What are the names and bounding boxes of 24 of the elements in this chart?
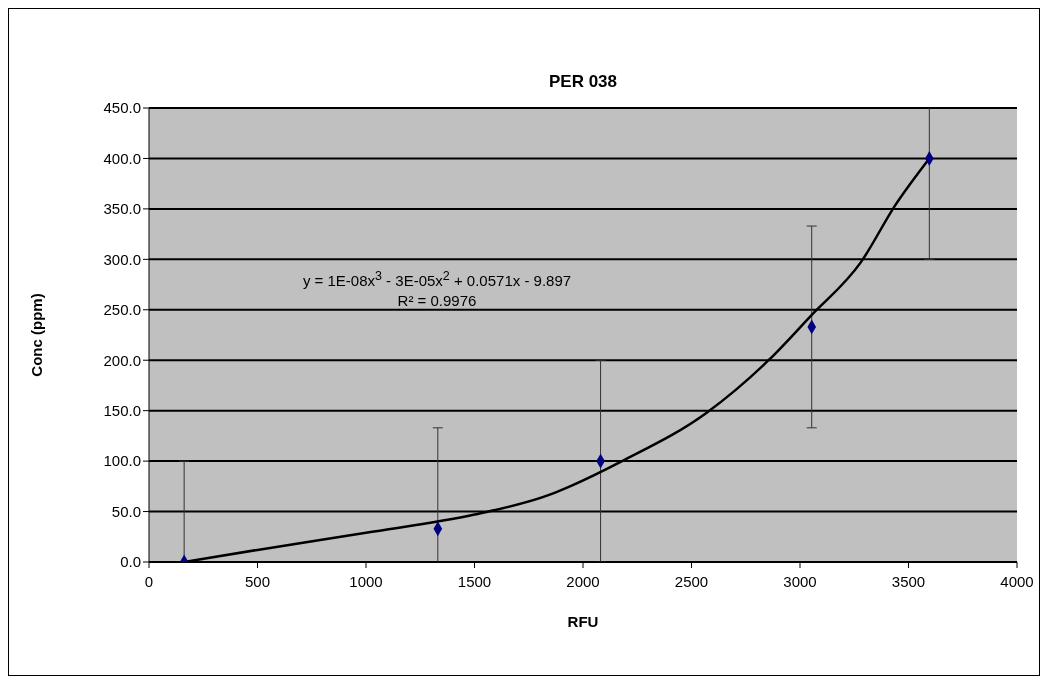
y-tick-label: 300.0 <box>103 250 141 268</box>
x-tick-label: 2000 <box>566 572 600 590</box>
y-tick-label: 0.0 <box>120 553 141 571</box>
x-tick-label: 4000 <box>1000 572 1034 590</box>
x-tick-label: 3000 <box>783 572 817 590</box>
y-tick-label: 100.0 <box>103 452 141 470</box>
chart-title: PER 038 <box>547 72 618 92</box>
annotation: y = 1E-08x$^{3}$ - 3E-05x$^{2}$ + 0.0571x - 9.897 <box>301 268 573 291</box>
x-tick-label: 1000 <box>349 572 383 590</box>
y-tick-label: 250.0 <box>103 301 141 319</box>
x-tick-label: 0 <box>144 572 154 590</box>
y-tick-label: 150.0 <box>103 401 141 419</box>
x-tick-label: 2500 <box>674 572 709 590</box>
y-tick-label: 200.0 <box>103 351 141 369</box>
y-axis-title: Conc (ppm) <box>28 293 46 377</box>
annotation: R² = 0.9976 <box>396 291 478 311</box>
y-tick-label: 50.0 <box>111 502 141 520</box>
y-tick-label: 450.0 <box>103 99 141 117</box>
y-tick-label: 400.0 <box>103 149 141 167</box>
x-tick-label: 500 <box>244 572 271 590</box>
x-axis-title: RFU <box>567 612 599 630</box>
x-tick-label: 1500 <box>457 572 492 590</box>
x-tick-label: 3500 <box>891 572 926 590</box>
y-tick-label: 350.0 <box>103 200 141 218</box>
